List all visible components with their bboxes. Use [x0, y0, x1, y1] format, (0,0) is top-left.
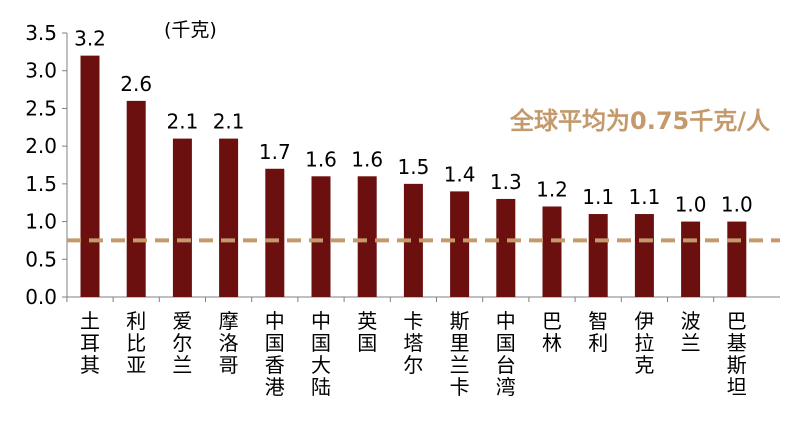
- x-tick-label: 中国台湾: [496, 309, 516, 399]
- bar: [727, 221, 747, 297]
- x-tick-label: 卡塔尔: [403, 309, 423, 377]
- data-label: 1.0: [721, 193, 753, 217]
- x-tick-label: 伊拉克: [634, 309, 654, 377]
- bars: [80, 55, 747, 297]
- x-tick-label: 爱尔兰: [172, 309, 192, 377]
- data-label: 2.1: [213, 110, 245, 134]
- data-label: 2.1: [166, 110, 198, 134]
- data-label: 1.7: [259, 140, 291, 164]
- bar: [80, 55, 100, 297]
- x-tick-label: 土耳其: [80, 309, 100, 377]
- y-tick-label: 2.5: [25, 96, 57, 120]
- x-tick-label: 巴林: [542, 309, 562, 355]
- reference-label: 全球平均为0.75千克/人: [509, 107, 770, 135]
- data-label: 1.1: [582, 185, 614, 209]
- reference-line-group: 全球平均为0.75千克/人: [67, 107, 780, 243]
- data-label: 1.2: [536, 177, 568, 201]
- bar: [496, 198, 516, 297]
- x-tick-label: 英国: [357, 309, 377, 355]
- bar: [265, 168, 285, 297]
- bar: [126, 100, 146, 297]
- y-tick-label: 3.0: [25, 59, 57, 83]
- x-tick-label: 智利: [588, 309, 608, 355]
- x-tick-label: 斯里兰卡: [450, 309, 470, 399]
- x-tick-label: 巴基斯坦: [727, 309, 747, 399]
- y-tick-label: 2.0: [25, 134, 57, 158]
- bar: [357, 176, 377, 297]
- x-tick-label: 利比亚: [126, 309, 146, 377]
- data-label: 2.6: [120, 72, 152, 96]
- bar: [681, 221, 701, 297]
- data-label: 1.6: [305, 147, 337, 171]
- y-tick-label: 3.5: [25, 21, 57, 45]
- data-labels: 3.2 2.6 2.1 2.1 1.7 1.6 1.6 1.5 1.4 1.3 1.2 1.1 1.1 1…: [74, 27, 753, 217]
- data-label: 1.4: [444, 162, 476, 186]
- y-axis: 0.0 0.5 1.0 1.5 2.0 2.5 3.0 3.5: [25, 21, 780, 309]
- bar: [542, 206, 562, 297]
- x-tick-label: 中国香港: [265, 309, 285, 399]
- y-tick-label: 1.0: [25, 210, 57, 234]
- y-tick-label: 1.5: [25, 172, 57, 196]
- y-tick-label: 0.0: [25, 285, 57, 309]
- bar: [172, 138, 192, 297]
- bar: [403, 183, 423, 297]
- data-label: 3.2: [74, 27, 106, 51]
- data-label: 1.0: [675, 193, 707, 217]
- data-label: 1.3: [490, 170, 522, 194]
- data-label: 1.6: [351, 147, 383, 171]
- bar: [450, 191, 470, 297]
- y-tick-label: 0.5: [25, 247, 57, 271]
- data-label: 1.1: [628, 185, 660, 209]
- data-label: 1.5: [397, 155, 429, 179]
- bar: [219, 138, 239, 297]
- x-tick-label: 中国大陆: [311, 309, 331, 399]
- x-tick-label: 摩洛哥: [219, 309, 239, 377]
- bar: [634, 214, 654, 297]
- unit-label: (千克): [164, 19, 217, 41]
- bar: [311, 176, 331, 297]
- bar: [588, 214, 608, 297]
- x-tick-label: 波兰: [681, 309, 701, 355]
